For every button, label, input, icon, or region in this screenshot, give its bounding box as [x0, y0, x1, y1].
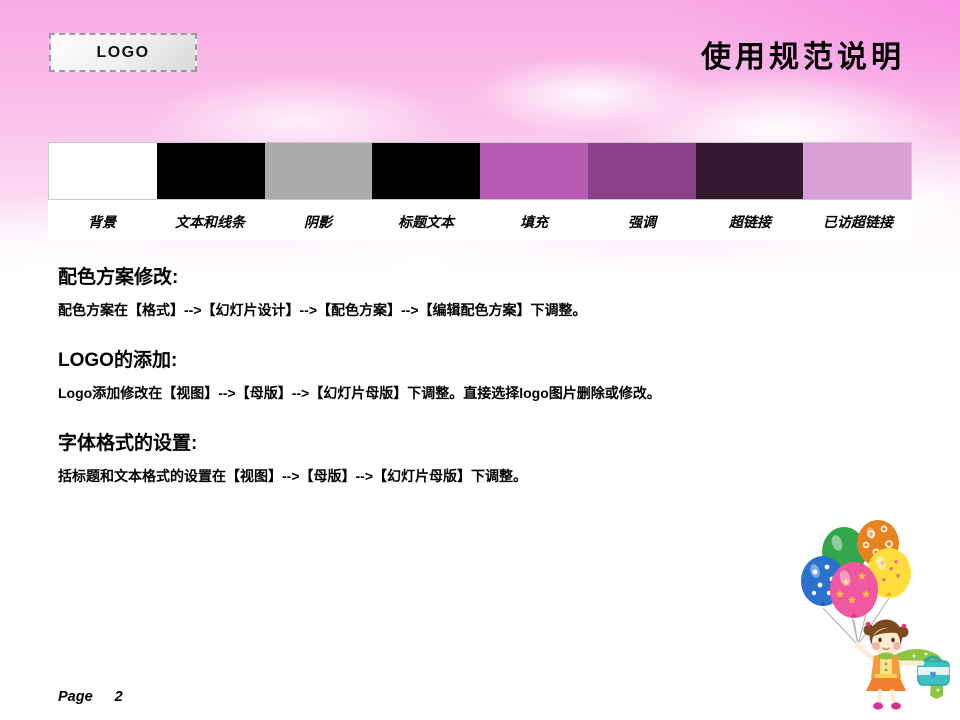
swatch-label: 超链接 — [729, 214, 771, 230]
swatch-shadow — [264, 143, 373, 199]
section-body: Logo添加修改在【视图】-->【母版】-->【幻灯片母版】下调整。直接选择lo… — [58, 385, 661, 401]
logo-placeholder: LOGO — [49, 33, 197, 72]
page-number: 2 — [114, 689, 123, 705]
swatch-title-text — [372, 143, 480, 199]
logo-text: LOGO — [96, 43, 150, 61]
color-scheme-strip: 背景 文本和线条 阴影 标题文本 填充 强调 超链接 已访超链接 — [48, 142, 912, 240]
page-footer: Page 2 — [58, 689, 123, 705]
yellow-balloon — [867, 548, 911, 598]
bag — [917, 655, 950, 686]
section-color-scheme: 配色方案修改: 配色方案在【格式】-->【幻灯片设计】-->【配色方案】-->【… — [58, 266, 858, 319]
face — [872, 628, 900, 656]
section-body: 括标题和文本格式的设置在【视图】-->【母版】-->【幻灯片母版】下调整。 — [58, 468, 527, 484]
pink-balloon — [830, 562, 878, 618]
swatch-label-row: 背景 文本和线条 阴影 标题文本 填充 强调 超链接 已访超链接 — [48, 200, 912, 234]
swatch-label: 已访超链接 — [823, 214, 893, 230]
balloon-girl-illustration — [801, 520, 950, 710]
swatch-label: 填充 — [520, 214, 548, 230]
page-label: Page — [58, 689, 93, 705]
page-title: 使用规范说明 — [701, 41, 905, 74]
swatch-accent — [587, 143, 696, 199]
swatch-label: 文本和线条 — [175, 214, 245, 230]
swatch-label: 标题文本 — [398, 214, 454, 230]
swatch-visited-hyperlink — [803, 143, 911, 199]
instructions: 配色方案修改: 配色方案在【格式】-->【幻灯片设计】-->【配色方案】-->【… — [58, 266, 858, 515]
swatch-label: 背景 — [88, 214, 116, 230]
swatch-background — [49, 143, 157, 199]
section-font-format: 字体格式的设置: 括标题和文本格式的设置在【视图】-->【母版】-->【幻灯片母… — [58, 432, 858, 485]
section-logo: LOGO的添加: Logo添加修改在【视图】-->【母版】-->【幻灯片母版】下… — [58, 349, 858, 402]
section-heading: 字体格式的设置: — [58, 433, 198, 454]
swatch-fill — [480, 143, 588, 199]
section-heading: 配色方案修改: — [58, 267, 179, 288]
swatch-row — [48, 142, 912, 200]
cartoon-girl — [854, 619, 950, 710]
swatch-label: 强调 — [628, 214, 656, 230]
swatch-text-and-lines — [156, 143, 265, 199]
section-heading: LOGO的添加: — [58, 350, 178, 371]
swatch-label: 阴影 — [304, 214, 332, 230]
swatch-hyperlink — [695, 143, 804, 199]
section-body: 配色方案在【格式】-->【幻灯片设计】-->【配色方案】-->【编辑配色方案】下… — [58, 302, 587, 318]
balloons — [801, 520, 911, 618]
